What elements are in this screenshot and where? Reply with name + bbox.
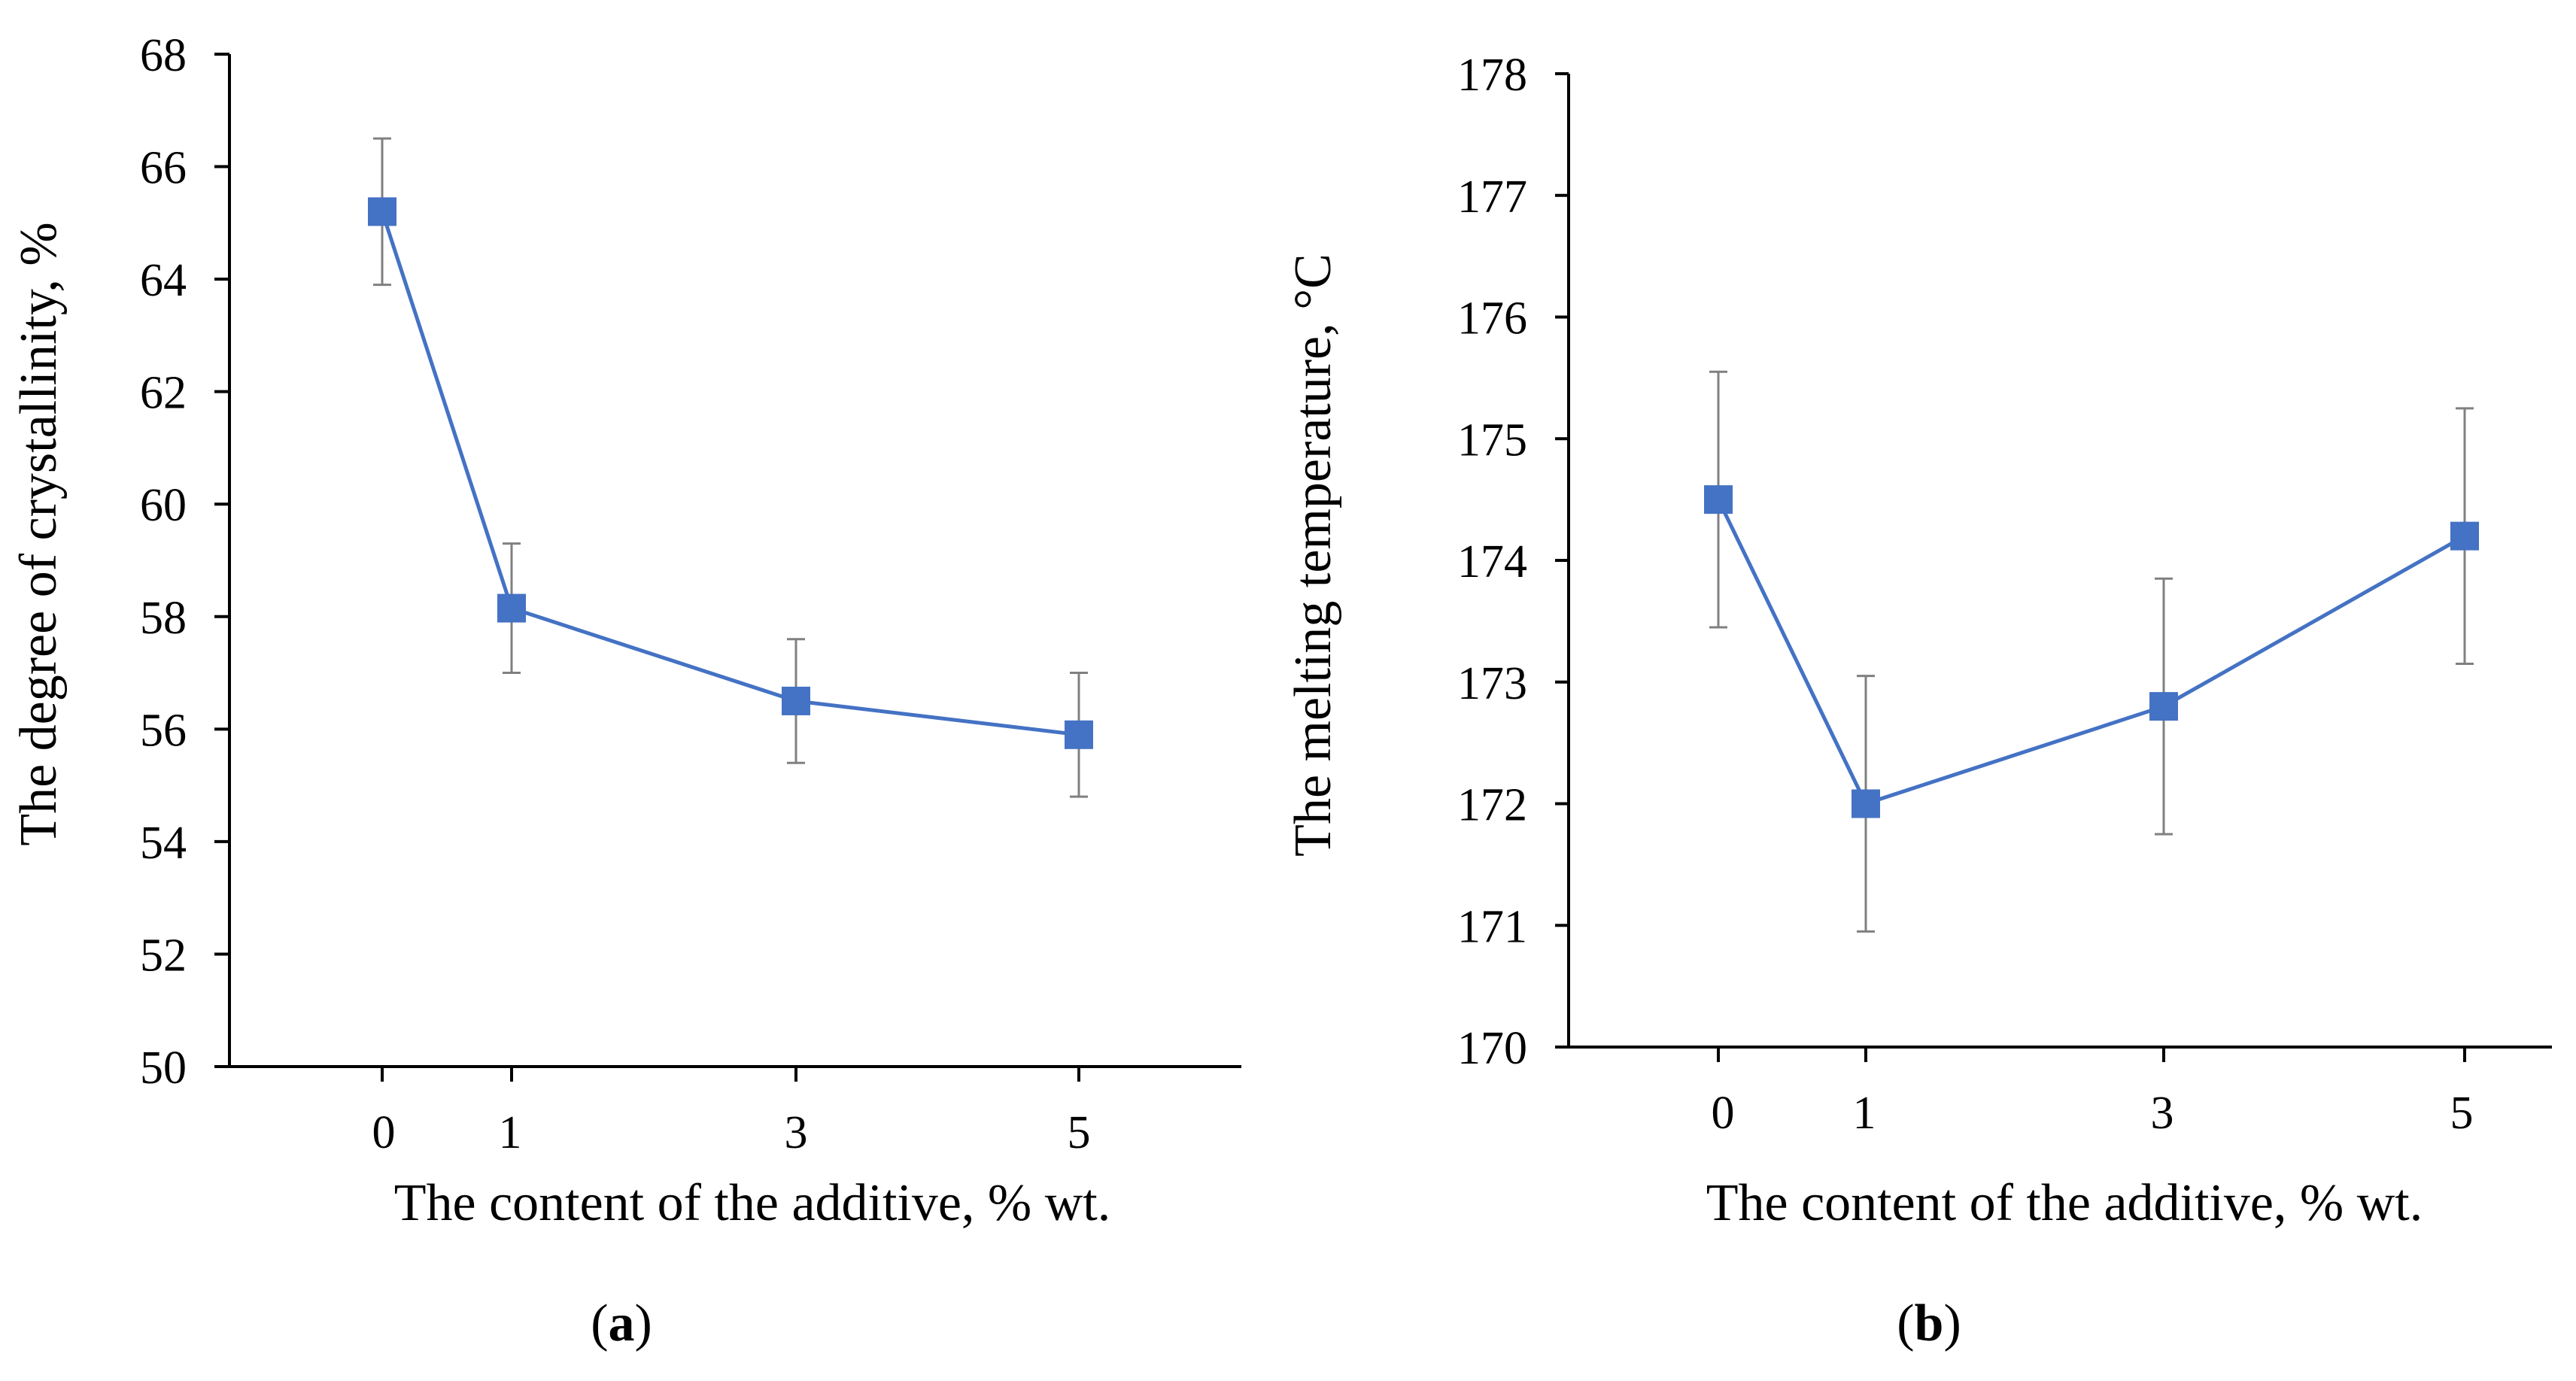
chart-b-y-tick-label: 173: [1457, 658, 1527, 709]
chart-b-y-tick-label: 175: [1457, 414, 1527, 466]
chart-a-y-tick-label: 60: [140, 480, 187, 531]
chart-b: 170 171 172 173 174 175 176 177 178 0 1 3 5 The con…: [1284, 50, 2552, 1352]
chart-b-x-tick-label: 0: [1712, 1088, 1735, 1139]
chart-a-data-point: [368, 197, 396, 226]
chart-b-y-tick-label: 177: [1457, 171, 1527, 223]
chart-a-y-tick-label: 66: [140, 143, 187, 194]
chart-b-data-point: [1704, 485, 1733, 514]
chart-a-y-tick-label: 58: [140, 593, 187, 644]
chart-a-data-point: [1065, 720, 1093, 749]
chart-b-plot-area: [1567, 74, 2552, 1049]
chart-a-series-line: [380, 211, 1080, 737]
chart-b-x-tick-label: 1: [1853, 1088, 1876, 1139]
chart-b-y-tick-label: 174: [1457, 536, 1527, 587]
chart-a-y-tick-label: 52: [140, 930, 187, 981]
chart-b-y-tick-label: 171: [1457, 901, 1527, 952]
chart-b-y-axis-title: The melting temperature, °C: [1284, 253, 1342, 857]
chart-a: 50 52 54 56 58 60 62 64 66 68 0 1 3 5 The content of…: [10, 30, 1241, 1352]
chart-b-y-tick-label: 172: [1457, 780, 1527, 831]
chart-b-y-tick-label: 176: [1457, 293, 1527, 344]
chart-b-panel-label: (b): [1897, 1294, 1961, 1352]
chart-b-x-ticks: 0 1 3 5: [1712, 1047, 2474, 1139]
chart-a-x-tick-label: 3: [785, 1107, 808, 1158]
chart-a-x-tick-label: 1: [499, 1107, 522, 1158]
chart-a-x-axis-title: The content of the additive, % wt.: [394, 1174, 1111, 1232]
chart-a-y-tick-label: 56: [140, 705, 187, 756]
chart-b-data-point: [2149, 692, 2178, 721]
chart-b-y-tick-label: 170: [1457, 1023, 1527, 1074]
chart-a-x-ticks: 0 1 3 5: [372, 1067, 1091, 1158]
chart-a-y-tick-label: 62: [140, 368, 187, 419]
chart-b-data-point: [2450, 521, 2479, 551]
chart-a-y-tick-label: 54: [140, 818, 187, 869]
chart-a-y-ticks: 50 52 54 56 58 60 62 64 66 68: [140, 30, 229, 1094]
chart-b-series-line: [1716, 499, 2466, 806]
chart-b-y-tick-label: 178: [1457, 50, 1527, 101]
chart-b-x-tick-label: 5: [2450, 1088, 2474, 1139]
chart-a-data-point: [497, 593, 526, 623]
chart-a-x-tick-label: 5: [1068, 1107, 1091, 1158]
chart-a-plot-area: [228, 54, 1241, 1068]
chart-b-x-axis-title: The content of the additive, % wt.: [1706, 1174, 2423, 1232]
chart-b-x-tick-label: 3: [2151, 1088, 2174, 1139]
chart-a-y-axis-title: The degree of crystallinity, %: [10, 222, 68, 845]
chart-a-y-tick-label: 68: [140, 30, 187, 81]
chart-a-y-tick-label: 50: [140, 1043, 187, 1094]
chart-a-panel-label: (a): [591, 1294, 652, 1352]
chart-a-y-tick-label: 64: [140, 255, 187, 306]
chart-b-data-point: [1852, 789, 1880, 818]
chart-a-data-point: [782, 686, 810, 715]
chart-a-x-tick-label: 0: [372, 1107, 396, 1158]
chart-b-y-ticks: 170 171 172 173 174 175 176 177 178: [1457, 50, 1569, 1074]
